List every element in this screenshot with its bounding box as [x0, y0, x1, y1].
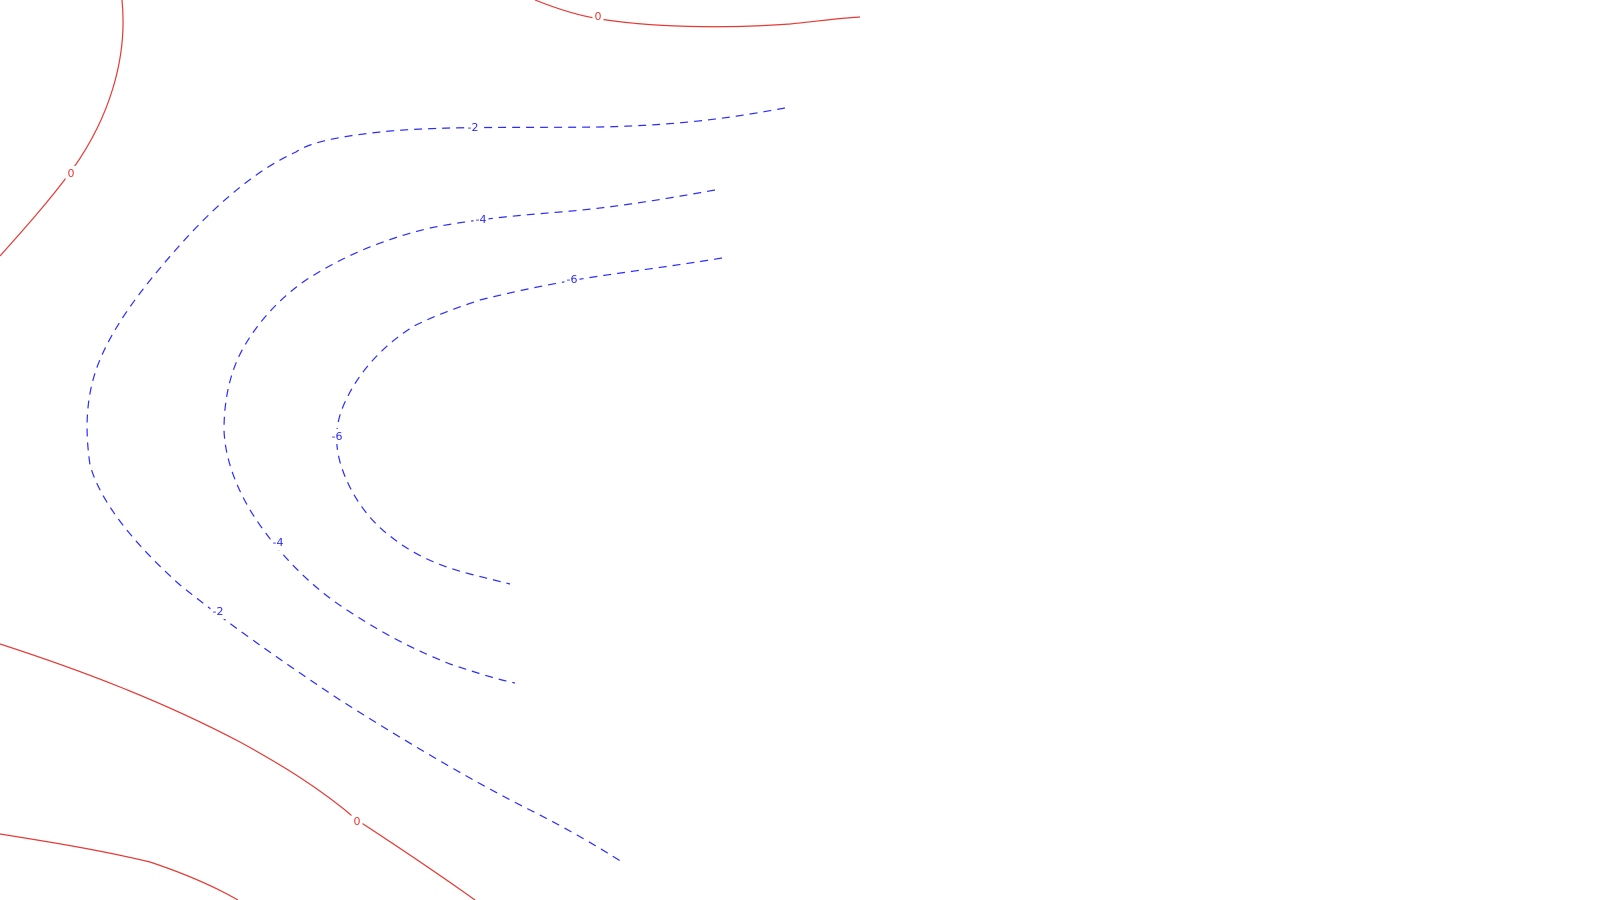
contour-label-backing: [210, 604, 226, 619]
contour-label-backing: [564, 272, 580, 287]
contour-label-backing: [329, 429, 345, 444]
contour-label-neg6-left: -6: [332, 430, 343, 443]
contour-label-backing: [351, 814, 363, 829]
neg2-contour: [86, 107, 786, 863]
contour-label-backing: [592, 9, 604, 24]
zero-contour-bottom-left: [0, 833, 239, 900]
contour-label-zero-top-left: 0: [68, 167, 75, 180]
zero-contour-top-center: [534, 0, 861, 28]
contour-label-neg6-top: -6: [567, 273, 578, 286]
contour-label-zero-bottom-mid: 0: [354, 815, 361, 828]
contour-label-backing: [473, 212, 489, 227]
contour-label-backing: [465, 120, 481, 135]
contour-label-neg4-bottom: -4: [273, 536, 284, 549]
zero-contour-top-left: [0, 0, 124, 257]
neg4-contour: [223, 189, 716, 684]
contour-label-backing: [65, 166, 77, 181]
contour-label-zero-top-center: 0: [595, 10, 602, 23]
contour-label-backing: [270, 535, 286, 550]
neg6-contour: [336, 257, 723, 585]
contour-label-neg2-top: -2: [468, 121, 479, 134]
zero-contour-bottom-mid: [0, 643, 476, 900]
contour-label-neg2-bottom: -2: [213, 605, 224, 618]
contour-label-neg4-top: -4: [476, 213, 487, 226]
